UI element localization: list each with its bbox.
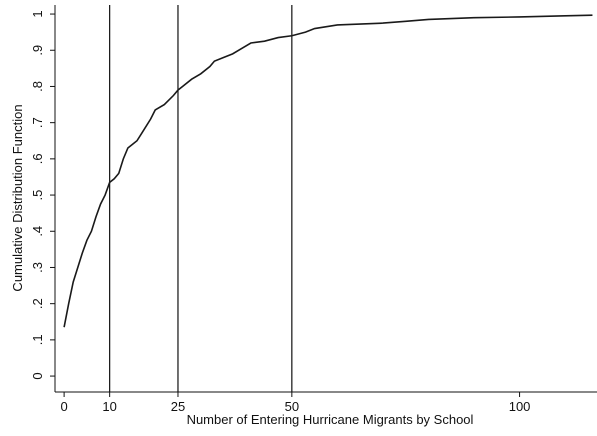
x-tick-label: 25	[171, 399, 185, 414]
y-tick-label: .3	[30, 262, 45, 273]
x-tick-label: 10	[102, 399, 116, 414]
y-tick-label: .5	[30, 190, 45, 201]
cdf-line	[63, 14, 593, 328]
y-axis-title: Cumulative Distribution Function	[10, 104, 25, 291]
x-tick-label: 100	[509, 399, 531, 414]
y-tick-label: .8	[30, 81, 45, 92]
x-axis-title: Number of Entering Hurricane Migrants by…	[187, 412, 474, 427]
y-tick-label: 0	[30, 372, 45, 379]
y-tick-label: 1	[30, 10, 45, 17]
x-tick-label: 0	[60, 399, 67, 414]
y-tick-label: .9	[30, 45, 45, 56]
y-tick-label: .4	[30, 226, 45, 237]
y-tick-label: .6	[30, 153, 45, 164]
y-tick-label: .1	[30, 334, 45, 345]
y-tick-label: .7	[30, 117, 45, 128]
x-tick-label: 50	[285, 399, 299, 414]
y-tick-label: .2	[30, 298, 45, 309]
